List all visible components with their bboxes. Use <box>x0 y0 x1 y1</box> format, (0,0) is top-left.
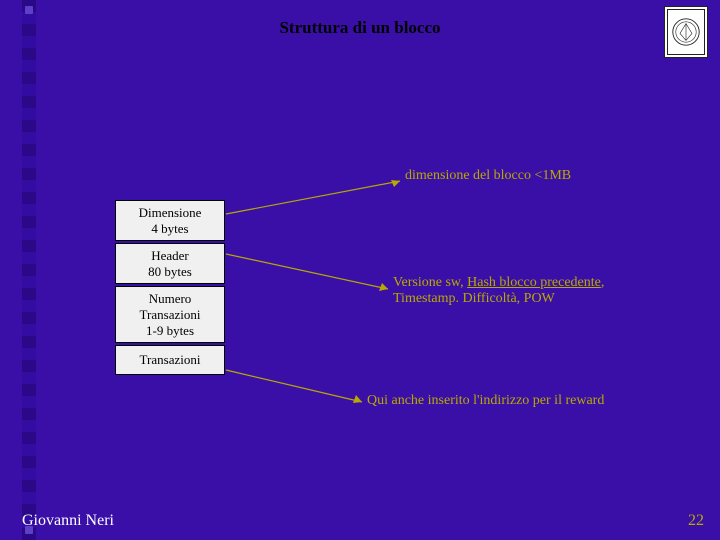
block-numtx-box: Numero Transazioni 1-9 bytes <box>115 286 225 343</box>
block-header-box: Header 80 bytes <box>115 243 225 284</box>
annot-reward: Qui anche inserito l'indirizzo per il re… <box>367 393 604 409</box>
annot-dimension: dimensione del blocco <1MB <box>405 168 571 184</box>
left-decor-strip <box>22 0 36 540</box>
page-number: 22 <box>688 512 704 530</box>
block-transactions-box: Transazioni <box>115 345 225 375</box>
arrow-transactions <box>0 0 720 540</box>
annot-underlined: Hash blocco precedente <box>467 275 601 290</box>
block-label: Transazioni <box>140 307 201 322</box>
arrow-header <box>0 0 720 540</box>
footer-author: Giovanni Neri <box>22 512 114 530</box>
block-label: 4 bytes <box>151 221 188 236</box>
block-label: Dimensione <box>139 205 202 220</box>
annot-header: Versione sw, Hash blocco precedente, Tim… <box>393 275 703 307</box>
block-label: 1-9 bytes <box>146 323 194 338</box>
annot-text: Versione sw, <box>393 275 467 290</box>
block-label: Transazioni <box>140 352 201 367</box>
slide-title: Struttura di un blocco <box>0 18 720 38</box>
block-structure-column: Dimensione 4 bytes Header 80 bytes Numer… <box>115 200 225 377</box>
arrow-dimension <box>0 0 720 540</box>
block-label: Numero <box>149 291 192 306</box>
block-label: 80 bytes <box>148 264 192 279</box>
annot-text: , <box>601 275 605 290</box>
block-label: Header <box>151 248 189 263</box>
block-dimension-box: Dimensione 4 bytes <box>115 200 225 241</box>
annot-text: Timestamp. Difficoltà, POW <box>393 291 555 306</box>
